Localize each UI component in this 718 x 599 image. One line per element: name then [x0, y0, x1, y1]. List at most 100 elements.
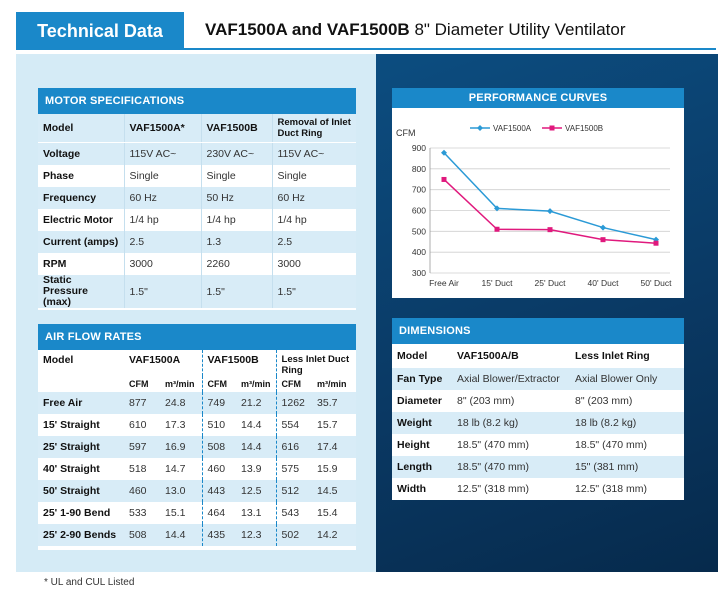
air-flow-value: 575 — [275, 458, 313, 480]
dimension-value: 18 lb (8.2 kg) — [452, 412, 570, 434]
air-flow-value: 15.4 — [317, 507, 338, 519]
motor-spec-value: 60 Hz — [123, 187, 201, 209]
air-flow-value: 21.2 — [236, 392, 277, 414]
air-header-cell: Less Inlet Duct Ring — [275, 350, 357, 376]
air-flow-row: 25' 1-90 Bend 533 15.1 464 13.1 543 15.4 — [38, 502, 356, 524]
air-units-row: CFM m³/min CFM m³/min CFM m³/min — [38, 376, 356, 392]
motor-spec-label: Phase — [43, 170, 74, 182]
x-tick-label: 40' Duct — [588, 278, 620, 288]
data-point-vaf1500a — [600, 224, 606, 231]
air-flow-value: 14.5 — [312, 480, 357, 502]
performance-curves-chart: CFM 300 400 500 600 700 800 900 Free Air 15' Duct… — [396, 124, 672, 288]
air-flow-value: 15.7 — [317, 419, 338, 431]
motor-spec-label: Voltage — [38, 142, 124, 165]
air-flow-value: 533 — [129, 507, 147, 519]
technical-data-label: Technical Data — [37, 20, 163, 41]
air-flow-row: 40' Straight 518 14.7 460 13.9 575 15.9 — [38, 458, 356, 480]
y-tick-label: 300 — [412, 268, 426, 278]
motor-header-cell: VAF1500A* — [123, 114, 201, 143]
dimension-row: Length 18.5" (470 mm) 15" (381 mm) — [392, 456, 684, 478]
air-flow-row: Free Air 877 24.8 749 21.2 1262 35.7 — [38, 392, 357, 414]
motor-spec-row: RPM 3000 2260 3000 — [38, 253, 356, 275]
motor-spec-value: 1.5" — [123, 275, 201, 308]
air-flow-value: 597 — [124, 436, 160, 458]
motor-header-cell: VAF1500B — [200, 114, 272, 143]
motor-spec-row: Current (amps) 2.5 1.3 2.5 — [38, 231, 356, 253]
x-tick-label: 15' Duct — [482, 278, 514, 288]
y-tick-label: 700 — [412, 185, 426, 195]
air-flow-value: 35.7 — [312, 392, 357, 414]
air-flow-label: Free Air — [38, 392, 124, 414]
dimension-value: Axial Blower/Extractor — [452, 368, 570, 390]
dimensions-panel: DIMENSIONS Model VAF1500A/B Less Inlet R… — [392, 318, 684, 500]
motor-spec-value: 1/4 hp — [271, 209, 356, 231]
motor-spec-value: 1.3 — [200, 231, 272, 253]
air-flow-value: 17.3 — [165, 419, 186, 431]
motor-spec-value: 115V AC~ — [123, 142, 201, 165]
motor-header-row: Model VAF1500A* VAF1500B Removal of Inle… — [38, 114, 356, 143]
motor-spec-row: Frequency 60 Hz 50 Hz 60 Hz — [38, 187, 356, 209]
air-flow-value: 518 — [129, 463, 147, 475]
air-flow-row: 15' Straight 610 17.3 510 14.4 554 15.7 — [38, 414, 356, 436]
air-unit-cfm: CFM — [275, 376, 313, 392]
dimension-label: Height — [397, 439, 430, 451]
motor-spec-value: 3000 — [123, 253, 201, 275]
motor-spec-value: 60 Hz — [271, 187, 356, 209]
motor-spec-value: 3000 — [271, 253, 356, 275]
dimensions-title: DIMENSIONS — [392, 318, 684, 344]
legend-label-vaf1500a: VAF1500A — [493, 124, 532, 133]
dimension-label: Diameter — [397, 395, 442, 407]
performance-curves-panel: PERFORMANCE CURVES CFM 300 400 500 600 700 800… — [392, 88, 684, 298]
x-tick-label: 25' Duct — [535, 278, 567, 288]
dimension-row: Height 18.5" (470 mm) 18.5" (470 mm) — [392, 434, 684, 456]
air-flow-value: 877 — [124, 392, 160, 414]
air-flow-rates-table: Model VAF1500A VAF1500B Less Inlet Duct … — [38, 350, 357, 546]
dimension-value: 12.5" (318 mm) — [457, 483, 530, 495]
dimension-label: Weight — [392, 412, 452, 434]
air-flow-value: 610 — [129, 419, 147, 431]
motor-spec-label: RPM — [43, 258, 67, 270]
motor-spec-row: Voltage 115V AC~ 230V AC~ 115V AC~ — [38, 142, 356, 165]
air-flow-rates-panel: AIR FLOW RATES Model VAF1500A VAF1500B L… — [38, 324, 357, 550]
dimension-value: 18 lb (8.2 kg) — [570, 412, 684, 434]
air-units-spacer — [38, 376, 124, 392]
motor-spec-label: Electric Motor — [43, 214, 114, 226]
air-flow-row: 25' 2-90 Bends 508 14.4 435 12.3 502 14.2 — [38, 524, 357, 546]
air-flow-value: 16.9 — [160, 436, 203, 458]
air-flow-rates-title: AIR FLOW RATES — [38, 324, 356, 350]
air-flow-value: 12.5 — [236, 480, 277, 502]
air-flow-value: 554 — [275, 414, 313, 436]
page-title: VAF1500A and VAF1500B 8" Diameter Utilit… — [205, 20, 626, 40]
air-flow-value: 435 — [201, 524, 237, 546]
dimension-value: 8" (203 mm) — [575, 395, 633, 407]
air-flow-value: 24.8 — [160, 392, 203, 414]
motor-spec-row: Electric Motor 1/4 hp 1/4 hp 1/4 hp — [38, 209, 356, 231]
air-flow-row: 50' Straight 460 13.0 443 12.5 512 14.5 — [38, 480, 357, 502]
air-flow-value: 13.1 — [241, 507, 262, 519]
air-unit-m3min: m³/min — [165, 379, 195, 389]
air-flow-value: 12.3 — [236, 524, 277, 546]
motor-spec-value: 50 Hz — [200, 187, 272, 209]
air-flow-value: 14.4 — [160, 524, 203, 546]
motor-specifications-table: Model VAF1500A* VAF1500B Removal of Inle… — [38, 114, 356, 308]
series-line-vaf1500a — [443, 152, 657, 241]
dimension-value: Axial Blower Only — [570, 368, 684, 390]
footnote: * UL and CUL Listed — [44, 577, 135, 588]
air-flow-value: 14.4 — [236, 436, 277, 458]
air-flow-value: 508 — [201, 436, 237, 458]
x-tick-label: Free Air — [429, 278, 459, 288]
dimension-value: 18.5" (470 mm) — [575, 439, 648, 451]
air-flow-value: 460 — [201, 458, 237, 480]
air-flow-value: 443 — [201, 480, 237, 502]
air-flow-value: 616 — [275, 436, 313, 458]
page-title-rest: 8" Diameter Utility Ventilator — [409, 20, 626, 39]
air-flow-value: 502 — [275, 524, 313, 546]
motor-header-cell: Model — [38, 114, 124, 143]
motor-spec-label: Frequency — [38, 187, 124, 209]
air-flow-label: 25' 2-90 Bends — [38, 524, 124, 546]
air-flow-value: 17.4 — [312, 436, 357, 458]
dimension-value: 8" (203 mm) — [457, 395, 515, 407]
header-rule — [16, 48, 716, 50]
air-flow-value: 14.2 — [312, 524, 357, 546]
data-point-vaf1500a — [441, 149, 447, 156]
